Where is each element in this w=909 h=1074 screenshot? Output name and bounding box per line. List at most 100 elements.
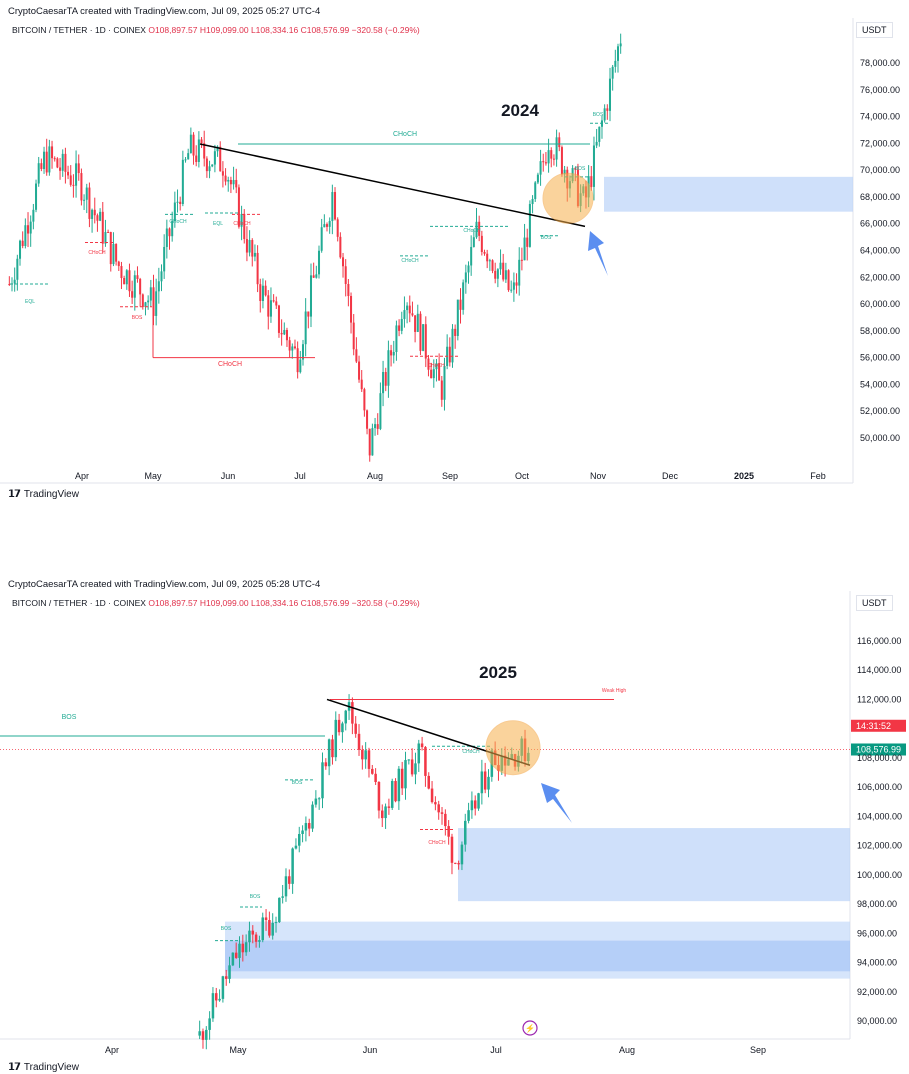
candle-body <box>407 759 411 761</box>
candle-body <box>275 301 278 306</box>
candle-body <box>327 739 331 767</box>
candle-body <box>299 359 302 373</box>
y-tick-label: 90,000.00 <box>857 1016 897 1026</box>
candle-body <box>487 776 490 790</box>
candle-body <box>447 826 450 837</box>
candle-body <box>267 295 270 317</box>
candle-body <box>201 1031 205 1040</box>
candle-body <box>96 215 99 221</box>
candle-body <box>163 246 166 272</box>
chart-panel-2025: CryptoCaesarTA created with TradingView.… <box>0 575 909 1074</box>
candle-body <box>374 773 377 782</box>
candle-body <box>254 934 258 942</box>
candle-body <box>314 798 318 805</box>
candle-body <box>512 282 515 290</box>
candle-body <box>464 272 467 283</box>
chart-credit: CryptoCaesarTA created with TradingView.… <box>8 579 321 590</box>
candle-body <box>99 211 102 221</box>
x-tick-label: 2025 <box>734 471 754 481</box>
candle-body <box>404 760 407 789</box>
y-tick-label: 64,000.00 <box>860 246 900 256</box>
y-tick-label: 114,000.00 <box>857 665 901 675</box>
candle-body <box>213 151 216 165</box>
candle-body <box>83 199 86 201</box>
candle-body <box>173 202 176 221</box>
candle-body <box>48 146 51 173</box>
x-tick-label: Jul <box>294 471 306 481</box>
tradingview-logo-icon: 𝟭𝟳 <box>8 1062 21 1073</box>
y-tick-label: 74,000.00 <box>860 112 900 122</box>
candle-body <box>608 78 612 111</box>
candle-body <box>376 424 379 429</box>
low-value: L108,334.16 <box>250 598 299 608</box>
close-value: C108,576.99 <box>300 598 350 608</box>
price-chart-2025[interactable]: BOS Weak High CHoCH BOS BOS BOS CHoCH 2025 ⚡ 14:3… <box>0 591 909 1066</box>
x-tick-label: May <box>229 1045 247 1055</box>
candle-body <box>444 813 447 827</box>
candle-body <box>101 211 104 244</box>
candle-body <box>410 759 414 775</box>
low-value: L108,334.16 <box>250 25 299 35</box>
y-tick-label: 68,000.00 <box>860 192 900 202</box>
structure-label: CHoCH <box>427 363 445 369</box>
candle-body <box>301 344 305 360</box>
y-tick-label: 112,000.00 <box>857 694 901 704</box>
candle-body <box>32 209 35 222</box>
candle-body <box>221 976 225 999</box>
candle-body <box>547 150 550 164</box>
y-tick-label: 62,000.00 <box>860 272 900 282</box>
candle-body <box>467 265 470 273</box>
chart-credit: CryptoCaesarTA created with TradingView.… <box>8 6 321 17</box>
candle-body <box>552 158 555 160</box>
open-value: O108,897.57 <box>148 25 198 35</box>
candle-body <box>574 168 577 170</box>
candle-body <box>293 346 296 349</box>
candle-body <box>149 287 152 301</box>
brand-label: TradingView <box>23 489 79 500</box>
structure-label: CHoCH <box>169 219 187 225</box>
candle-body <box>473 800 477 809</box>
candle-body <box>141 294 144 308</box>
y-tick-label: 98,000.00 <box>857 899 897 909</box>
candle-body <box>544 162 547 164</box>
candle-body <box>534 182 537 199</box>
candle-body <box>165 228 168 247</box>
candle-body <box>427 775 431 789</box>
candle-body <box>420 743 424 748</box>
price-chart-2024[interactable]: CHoCH CHoCH EQL EQL BOS CHoCH CHoCH CHoCH CHoCH C… <box>0 18 909 488</box>
candle-body <box>312 275 315 278</box>
candle-body <box>43 151 46 170</box>
structure-label: EQL <box>25 299 35 305</box>
candle-body <box>125 270 128 285</box>
candle-body <box>457 863 460 865</box>
candle-body <box>478 221 481 236</box>
candle-body <box>37 163 40 184</box>
candle-body <box>297 834 301 846</box>
candle-body <box>245 239 248 253</box>
candle-body <box>496 269 499 279</box>
candle-body <box>291 848 294 884</box>
candle-body <box>614 60 617 67</box>
highlight-circle <box>542 172 594 224</box>
x-tick-label: Feb <box>810 471 826 481</box>
x-tick-label: Sep <box>750 1045 766 1055</box>
candle-body <box>334 719 338 758</box>
candle-body <box>360 379 363 390</box>
x-tick-label: Dec <box>662 471 679 481</box>
high-value: H109,099.00 <box>199 598 249 608</box>
candle-body <box>283 329 286 335</box>
candle-body <box>231 952 235 966</box>
ohlc-legend: BITCOIN / TETHER · 1D · COINEX O108,897.… <box>12 25 420 35</box>
currency-button[interactable]: USDT <box>856 22 893 38</box>
currency-button[interactable]: USDT <box>856 595 893 611</box>
y-tick-label: 116,000.00 <box>857 636 901 646</box>
candle-body <box>520 259 523 261</box>
candle-body <box>85 187 88 200</box>
candle-body <box>347 283 350 297</box>
candle-body <box>107 231 110 233</box>
candle-body <box>179 201 182 204</box>
x-tick-label: Aug <box>619 1045 635 1055</box>
structure-label: CHoCH <box>233 221 251 227</box>
y-tick-label: 56,000.00 <box>860 353 900 363</box>
candle-body <box>307 311 310 317</box>
